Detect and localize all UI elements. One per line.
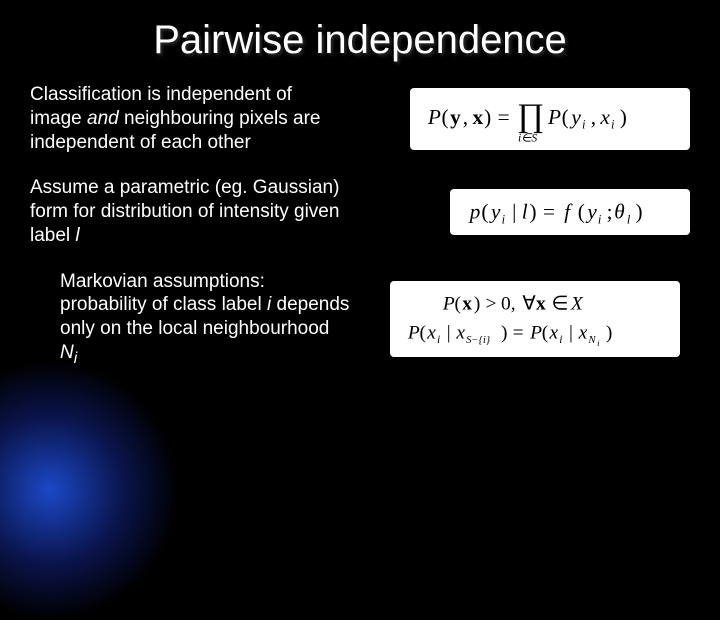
svg-text:P: P — [427, 104, 441, 128]
svg-text:i∈S: i∈S — [518, 131, 537, 144]
svg-text:(: ( — [441, 104, 448, 128]
svg-text:,: , — [591, 104, 596, 128]
svg-text:N: N — [587, 334, 596, 346]
svg-text:x: x — [462, 293, 472, 314]
svg-text:i: i — [611, 117, 615, 131]
svg-text:∀: ∀ — [522, 293, 535, 314]
svg-text:(: ( — [481, 200, 488, 224]
block3-sub: i — [74, 350, 78, 367]
svg-text:P: P — [407, 322, 420, 343]
svg-text:(: ( — [454, 293, 460, 314]
svg-text:y: y — [585, 200, 597, 224]
svg-text:i: i — [437, 333, 440, 346]
formula1-svg: P ( y , x ) = ∏ i∈S P ( y i , x i ) — [424, 94, 676, 144]
slide-title: Pairwise independence — [0, 0, 720, 63]
block-parametric: Assume a parametric (eg. Gaussian) form … — [30, 176, 690, 247]
svg-text:∏: ∏ — [517, 97, 544, 133]
svg-text:=: = — [513, 322, 524, 343]
svg-text:>: > — [486, 293, 497, 314]
formula-parametric: p ( y i | l ) = f ( y i ; θ l ) — [450, 189, 690, 235]
formula3-svg: P ( x ) > 0, ∀ x ∈ X P ( x i | x S−{i} )… — [404, 287, 666, 351]
svg-text:|: | — [569, 322, 573, 343]
svg-text:X: X — [570, 293, 584, 314]
svg-text:): ) — [484, 104, 491, 128]
content-area: Classification is independent of image a… — [0, 63, 720, 368]
svg-text:P: P — [547, 104, 561, 128]
block1-em: and — [87, 108, 119, 129]
svg-text:|: | — [512, 200, 516, 224]
svg-text:): ) — [474, 293, 480, 314]
decorative-glow — [0, 360, 180, 620]
svg-text:=: = — [543, 200, 555, 224]
svg-text:x: x — [426, 322, 436, 343]
svg-text:x: x — [549, 322, 559, 343]
svg-text:=: = — [498, 104, 510, 128]
formula-product: P ( y , x ) = ∏ i∈S P ( y i , x i ) — [410, 88, 690, 150]
svg-text:y: y — [489, 200, 501, 224]
block-markovian: Markovian assumptions: probability of cl… — [30, 270, 690, 369]
svg-text:y: y — [569, 104, 581, 128]
block1-text: Classification is independent of image a… — [30, 83, 330, 154]
svg-text:i: i — [598, 212, 602, 226]
svg-text:i: i — [582, 117, 586, 131]
svg-text:x: x — [472, 104, 483, 128]
svg-text:l: l — [627, 212, 631, 226]
svg-text:f: f — [564, 200, 573, 224]
svg-text:(: ( — [562, 104, 569, 128]
block3-pre: Markovian assumptions: probability of cl… — [60, 271, 267, 316]
svg-text:): ) — [606, 322, 612, 343]
svg-text:): ) — [636, 200, 643, 224]
svg-text:): ) — [620, 104, 627, 128]
svg-text:(: ( — [578, 200, 585, 224]
svg-text:): ) — [501, 322, 507, 343]
svg-text:,: , — [463, 104, 468, 128]
formula-markovian: P ( x ) > 0, ∀ x ∈ X P ( x i | x S−{i} )… — [390, 281, 680, 357]
svg-text:(: ( — [420, 322, 426, 343]
block2-em: l — [75, 225, 79, 246]
svg-text:x: x — [536, 293, 546, 314]
svg-text:): ) — [530, 200, 537, 224]
svg-text:0,: 0, — [501, 293, 516, 314]
block2-text: Assume a parametric (eg. Gaussian) form … — [30, 176, 370, 247]
svg-text:l: l — [522, 200, 528, 224]
svg-text:∈: ∈ — [551, 293, 568, 314]
svg-text:θ: θ — [614, 200, 624, 224]
svg-text:;: ; — [607, 200, 613, 224]
svg-text:|: | — [447, 322, 451, 343]
svg-text:x: x — [455, 322, 465, 343]
svg-text:i: i — [597, 338, 600, 348]
block3-text: Markovian assumptions: probability of cl… — [60, 270, 350, 369]
formula2-svg: p ( y i | l ) = f ( y i ; θ l ) — [464, 195, 676, 229]
svg-text:x: x — [578, 322, 588, 343]
block-independence: Classification is independent of image a… — [30, 83, 690, 154]
svg-text:x: x — [599, 104, 610, 128]
svg-text:i: i — [502, 212, 506, 226]
svg-text:P: P — [529, 322, 542, 343]
svg-text:P: P — [442, 293, 455, 314]
svg-text:(: ( — [542, 322, 548, 343]
svg-text:y: y — [450, 104, 461, 128]
svg-text:i: i — [559, 333, 562, 346]
svg-text:p: p — [468, 200, 481, 224]
block3-em2: N — [60, 342, 74, 363]
svg-text:S−{i}: S−{i} — [466, 334, 491, 346]
